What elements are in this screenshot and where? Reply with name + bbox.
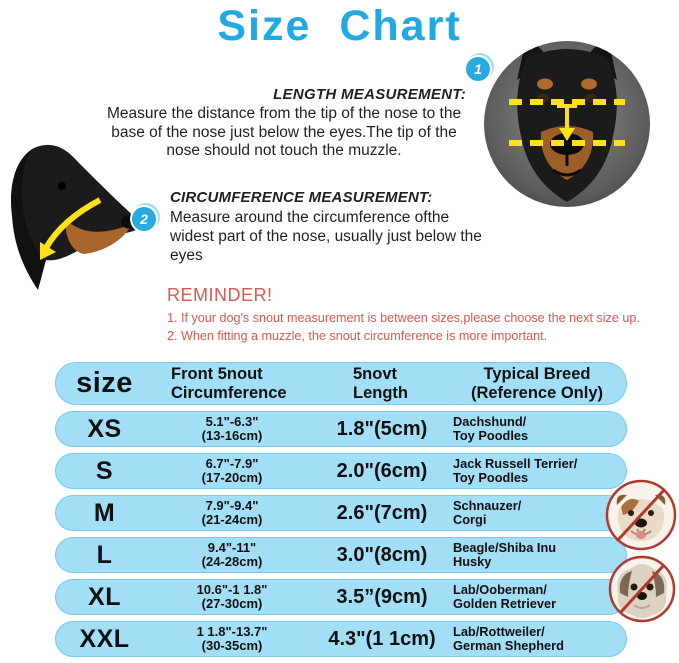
bulldog-prohibited-icon <box>605 479 677 551</box>
circumference-arrow <box>40 197 102 260</box>
step-2-badge: 2 <box>132 207 156 231</box>
step-1-badge: 1 <box>466 57 490 81</box>
length-measure-lines <box>509 99 625 146</box>
header-circumference: Front 5nout Circumference <box>171 365 287 402</box>
reminder-block: REMINDER! 1. If your dog's snout measure… <box>167 285 640 345</box>
header-length: 5novt Length <box>353 365 408 402</box>
table-row-l: L 9.4"-11" (24-28cm) 3.0"(8cm) Beagle/Shi… <box>55 537 627 573</box>
length-heading: LENGTH MEASUREMENT: <box>273 86 466 103</box>
size-table: size Front 5nout Circumference 5novt Len… <box>55 362 627 657</box>
page-title: Size Chart <box>217 2 462 50</box>
reminder-title: REMINDER! <box>167 285 273 305</box>
circumference-heading: CIRCUMFERENCE MEASUREMENT: <box>170 189 433 206</box>
header-breed: Typical Breed (Reference Only) <box>470 365 604 402</box>
circumference-instruction: CIRCUMFERENCE MEASUREMENT: Measure aroun… <box>170 189 482 265</box>
length-instruction: LENGTH MEASUREMENT: Measure the distance… <box>98 86 470 161</box>
doberman-front-photo <box>484 41 650 207</box>
shihtzu-prohibited-icon <box>608 555 676 623</box>
reminder-item-2: 2. When fitting a muzzle, the snout circ… <box>167 328 548 343</box>
dog-jaw <box>65 220 132 254</box>
doberman-side-photo <box>10 144 141 290</box>
table-row-m: M 7.9"-9.4" (21-24cm) 2.6"(7cm) Schnauzer… <box>55 495 627 531</box>
table-row-xl: XL 10.6"-1 1.8" (27-30cm) 3.5”(9cm) Lab/O… <box>55 579 627 615</box>
header-size: size <box>76 367 133 399</box>
table-row-xs: XS 5.1"-6.3" (13-16cm) 1.8"(5cm) Dachshun… <box>55 411 627 447</box>
length-body: Measure the distance from the tip of the… <box>106 105 462 159</box>
reminder-item-1: 1. If your dog's snout measurement is be… <box>167 311 640 325</box>
table-header-row: size Front 5nout Circumference 5novt Len… <box>55 362 627 405</box>
table-row-s: S 6.7"-7.9" (17-20cm) 2.0"(6cm) Jack Russ… <box>55 453 627 489</box>
circumference-body: Measure around the circumference ofthe w… <box>170 209 482 264</box>
table-row-xxl: XXL 1 1.8"-13.7" (30-35cm) 4.3"(1 1cm) La… <box>55 621 627 657</box>
